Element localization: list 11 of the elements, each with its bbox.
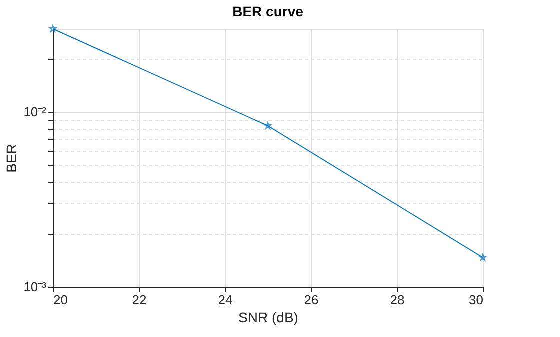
x-tick-label: 28 xyxy=(390,292,405,308)
y-tick-label: 10⁻³ xyxy=(24,280,48,294)
y-axis-title: BER xyxy=(4,144,20,173)
chart-title: BER curve xyxy=(232,3,304,20)
x-tick-label: 24 xyxy=(218,292,233,308)
x-tick-label: 30 xyxy=(469,292,484,308)
x-tick-label: 26 xyxy=(304,292,319,308)
y-tick-label: 10⁻² xyxy=(24,104,48,120)
x-tick-label: 22 xyxy=(132,292,147,308)
x-axis-title: SNR (dB) xyxy=(238,310,298,326)
x-tick-label: 20 xyxy=(54,292,68,308)
